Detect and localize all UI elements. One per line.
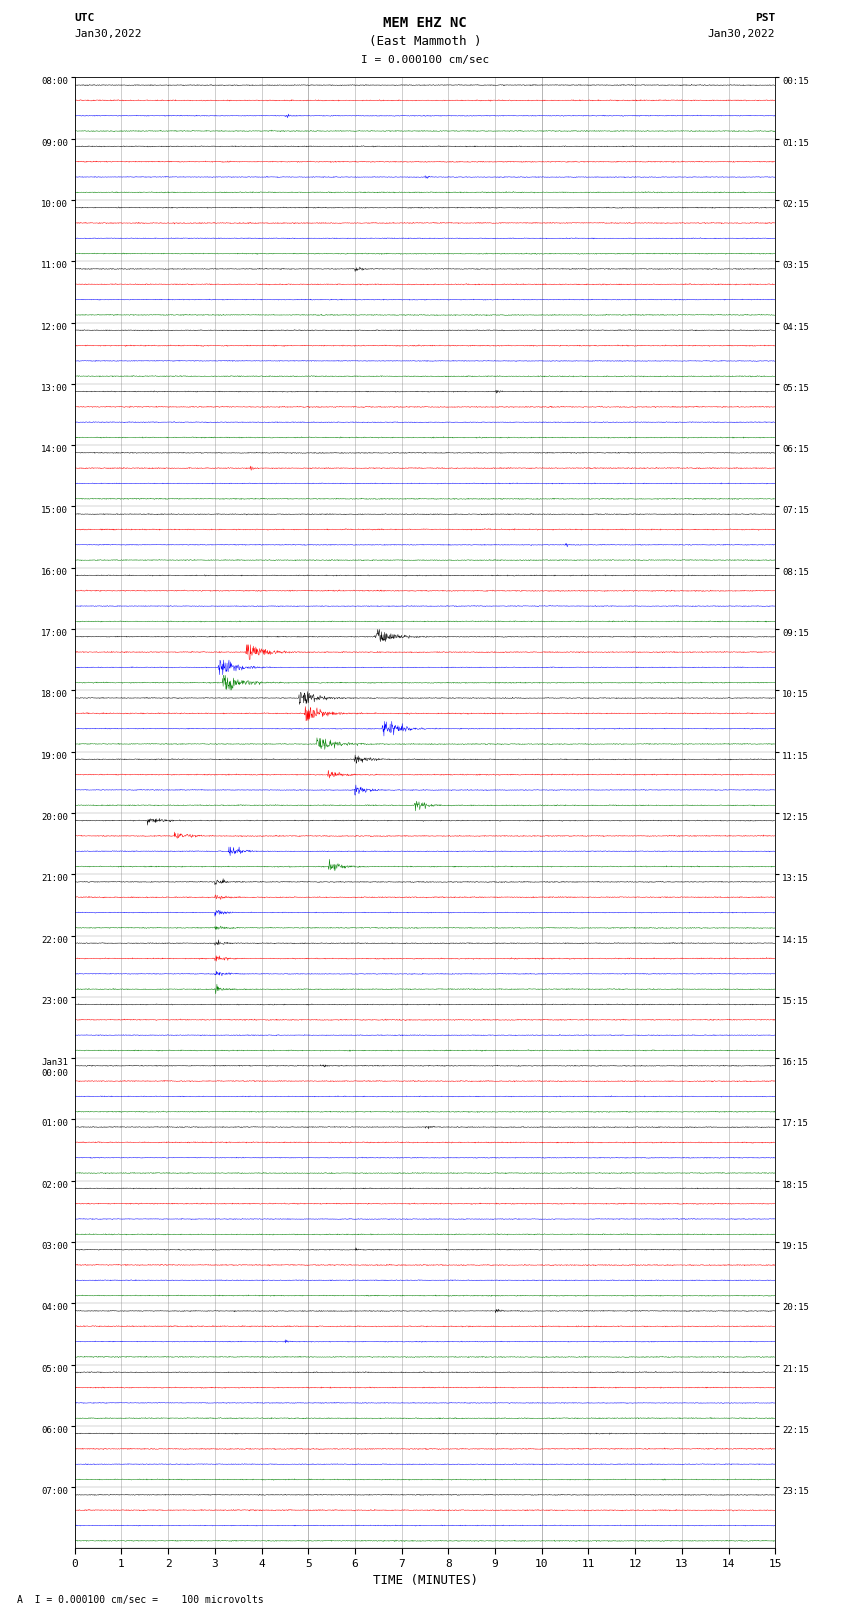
X-axis label: TIME (MINUTES): TIME (MINUTES) bbox=[372, 1574, 478, 1587]
Text: Jan30,2022: Jan30,2022 bbox=[708, 29, 775, 39]
Text: PST: PST bbox=[755, 13, 775, 23]
Text: A  I = 0.000100 cm/sec =    100 microvolts: A I = 0.000100 cm/sec = 100 microvolts bbox=[17, 1595, 264, 1605]
Text: (East Mammoth ): (East Mammoth ) bbox=[369, 35, 481, 48]
Text: I = 0.000100 cm/sec: I = 0.000100 cm/sec bbox=[361, 55, 489, 65]
Text: UTC: UTC bbox=[75, 13, 95, 23]
Text: MEM EHZ NC: MEM EHZ NC bbox=[383, 16, 467, 31]
Text: Jan30,2022: Jan30,2022 bbox=[75, 29, 142, 39]
